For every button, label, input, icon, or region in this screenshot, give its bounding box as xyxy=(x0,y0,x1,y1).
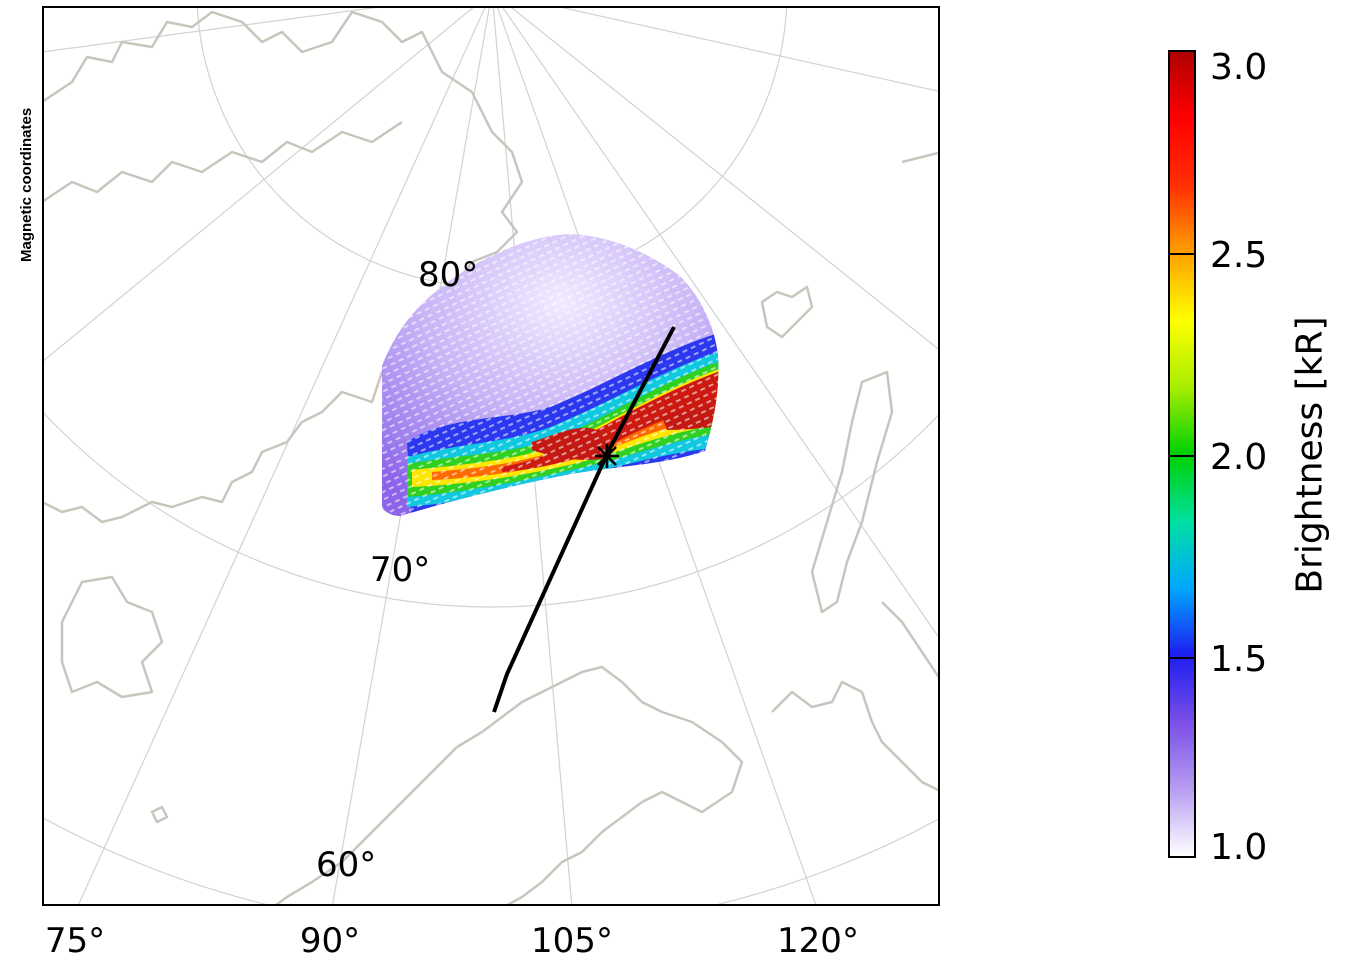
colorbar-tick-2-0 xyxy=(1170,455,1194,457)
longitude-label-75: 75° xyxy=(44,921,106,961)
asterisk-marker xyxy=(595,444,619,468)
colorbar-label-1-5: 1.5 xyxy=(1210,639,1268,680)
latitude-label-70: 70° xyxy=(370,550,431,590)
colorbar-tick-2-5 xyxy=(1170,253,1194,255)
colorbar-label-1-0: 1.0 xyxy=(1210,827,1268,868)
map-panel[interactable]: 80° 70° 60° xyxy=(42,6,940,906)
colorbar-label-2-5: 2.5 xyxy=(1210,235,1268,276)
colorbar-tick-1-5 xyxy=(1170,657,1194,659)
coastlines xyxy=(44,10,938,904)
longitude-label-120: 120° xyxy=(777,921,859,961)
longitude-label-90: 90° xyxy=(299,921,361,961)
auroral-map xyxy=(44,8,938,904)
satellite-track xyxy=(492,326,676,713)
latitude-label-80: 80° xyxy=(418,255,479,295)
latitude-label-60: 60° xyxy=(316,845,377,885)
brightness-colorbar xyxy=(1168,50,1196,858)
colorbar-label-3-0: 3.0 xyxy=(1210,47,1268,88)
colorbar-label-2-0: 2.0 xyxy=(1210,437,1268,478)
longitude-label-105: 105° xyxy=(531,921,613,961)
